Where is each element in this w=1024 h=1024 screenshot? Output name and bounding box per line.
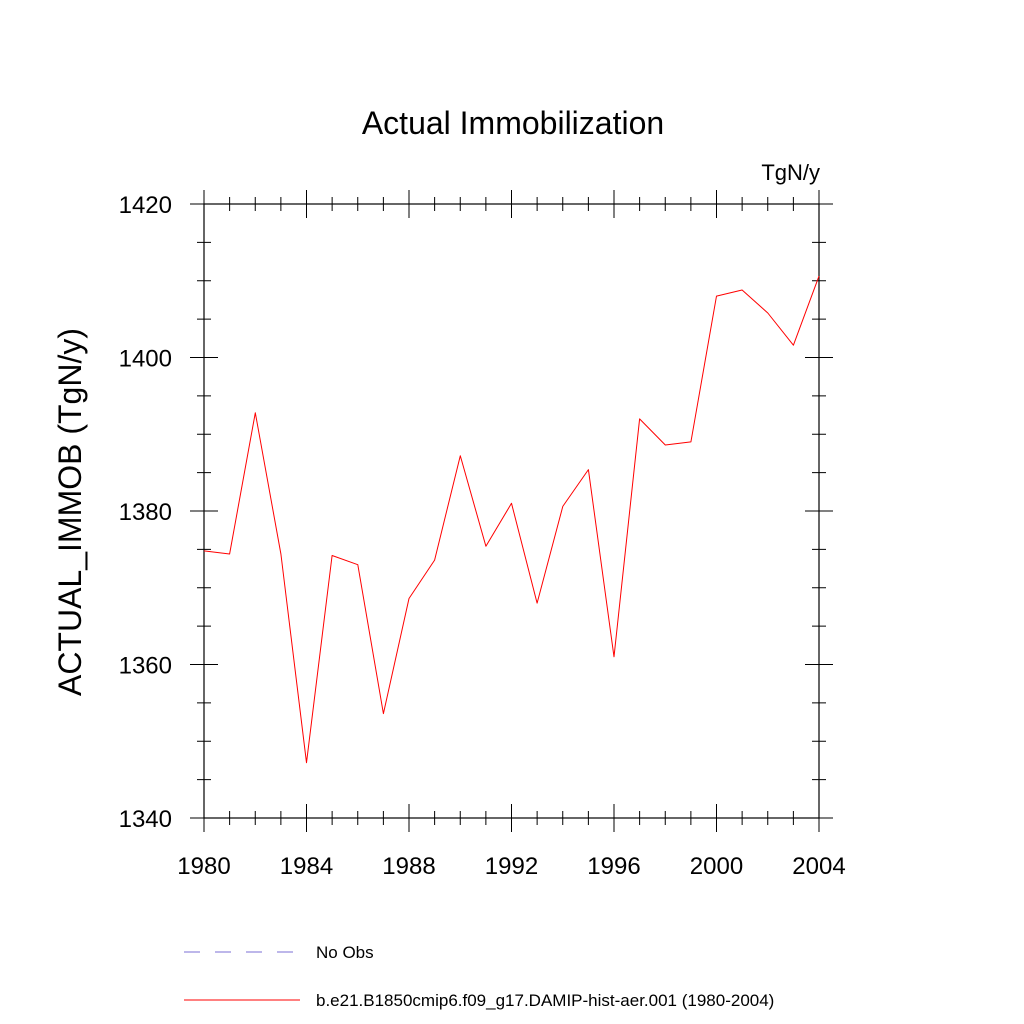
- x-tick-label: 1984: [280, 853, 333, 880]
- chart-title: Actual Immobilization: [362, 105, 664, 141]
- y-tick-label: 1420: [119, 192, 172, 219]
- x-tick-label: 2004: [792, 853, 845, 880]
- x-tick-label: 1988: [382, 853, 435, 880]
- legend: No Obs b.e21.B1850cmip6.f09_g17.DAMIP-hi…: [184, 943, 774, 1010]
- x-tick-label: 1992: [485, 853, 538, 880]
- y-tick-label: 1340: [119, 806, 172, 833]
- x-tick-label: 1996: [587, 853, 640, 880]
- series-layer: [203, 275, 820, 764]
- x-tick-label: 2000: [690, 853, 743, 880]
- axis-ticks: [190, 190, 833, 832]
- legend-label-model: b.e21.B1850cmip6.f09_g17.DAMIP-hist-aer.…: [316, 991, 774, 1010]
- units-label: TgN/y: [761, 160, 820, 185]
- y-axis-label: ACTUAL_IMMOB (TgN/y): [52, 328, 88, 696]
- series-line: [203, 275, 820, 764]
- plot-frame: [203, 203, 820, 819]
- y-tick-label: 1400: [119, 346, 172, 373]
- axis-tick-labels: 1980 1984 1988 1992 1996 2000 2004 1340 1360 1380…: [119, 192, 846, 880]
- y-tick-label: 1360: [119, 653, 172, 680]
- legend-label-no-obs: No Obs: [316, 943, 374, 962]
- y-tick-label: 1380: [119, 499, 172, 526]
- x-tick-label: 1980: [177, 853, 230, 880]
